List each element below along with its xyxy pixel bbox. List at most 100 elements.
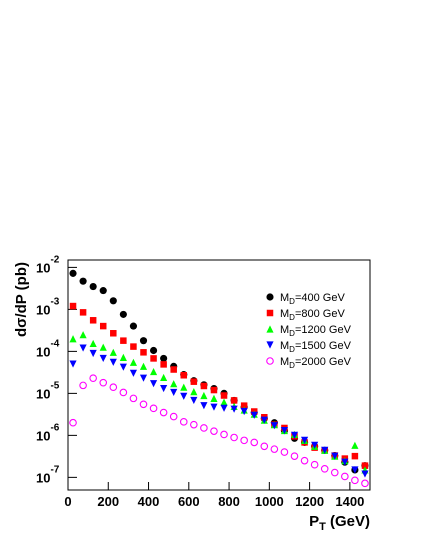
- data-point: [110, 330, 117, 337]
- data-point: [260, 416, 268, 424]
- data-point: [169, 412, 178, 421]
- data-point: [331, 452, 339, 460]
- x-tick-label: 1400: [335, 494, 364, 509]
- data-point: [220, 404, 228, 412]
- data-point: [250, 411, 258, 419]
- data-point: [250, 438, 259, 447]
- data-point: [351, 441, 359, 449]
- data-point: [159, 408, 168, 417]
- data-point: [109, 358, 117, 366]
- data-point: [129, 394, 138, 403]
- data-point: [210, 386, 218, 394]
- legend-label: MD=400 GeV: [280, 292, 345, 306]
- data-point: [280, 427, 289, 435]
- data-point: [361, 470, 369, 478]
- data-point: [69, 335, 77, 343]
- data-point: [240, 402, 248, 409]
- data-point: [99, 343, 107, 351]
- data-point: [240, 436, 248, 445]
- plot-frame: [67, 259, 371, 491]
- data-point: [260, 442, 269, 451]
- y-tick-label: 10-4: [36, 338, 60, 359]
- data-point: [200, 402, 208, 410]
- data-point: [129, 369, 138, 377]
- legend-label: MD=2000 GeV: [280, 356, 352, 370]
- data-point: [129, 322, 138, 330]
- data-point: [311, 441, 319, 449]
- data-point: [69, 418, 77, 427]
- x-axis-title: PT (GeV): [309, 513, 370, 533]
- data-point: [119, 363, 127, 371]
- data-point: [300, 436, 309, 444]
- x-tick-label: 1000: [255, 494, 284, 509]
- x-tick-label: 800: [218, 494, 240, 509]
- data-point: [170, 366, 177, 373]
- data-point: [119, 388, 128, 397]
- data-point: [139, 400, 148, 409]
- x-tick-label: 600: [178, 494, 200, 509]
- data-point: [290, 431, 299, 439]
- data-point: [139, 337, 148, 345]
- data-point: [351, 476, 359, 485]
- y-tick-label: 10-7: [36, 464, 60, 485]
- data-point: [89, 317, 97, 324]
- data-point: [79, 309, 87, 316]
- data-point: [220, 430, 228, 439]
- legend-marker: [266, 341, 274, 349]
- data-point: [180, 392, 188, 400]
- data-point: [361, 462, 369, 469]
- data-point: [210, 427, 218, 435]
- y-tick-label: 10-5: [36, 380, 60, 401]
- data-point: [79, 381, 87, 390]
- data-point: [190, 420, 198, 429]
- data-point: [270, 422, 278, 430]
- data-point: [330, 468, 339, 477]
- data-point: [230, 405, 238, 413]
- data-point: [99, 378, 108, 387]
- data-point: [320, 464, 329, 473]
- legend-label: MD=800 GeV: [280, 308, 345, 322]
- data-point: [179, 418, 188, 426]
- data-point: [69, 360, 77, 368]
- y-axis-title: dσ/dP (pb): [13, 262, 30, 337]
- data-point: [190, 388, 198, 396]
- data-point: [99, 287, 107, 295]
- legend-marker: [266, 293, 274, 301]
- data-point: [89, 339, 97, 347]
- data-point: [149, 404, 158, 413]
- legend-marker: [266, 357, 274, 365]
- data-point: [119, 310, 127, 318]
- data-point: [240, 407, 248, 416]
- data-point: [190, 378, 198, 385]
- data-point: [290, 452, 299, 460]
- data-point: [160, 361, 167, 368]
- legend-label: MD=1500 GeV: [280, 340, 352, 354]
- data-point: [300, 456, 309, 465]
- data-point: [109, 383, 118, 392]
- data-point: [361, 479, 369, 488]
- data-point: [210, 403, 218, 411]
- data-point: [99, 354, 107, 362]
- data-point: [270, 445, 279, 453]
- data-point: [139, 374, 148, 382]
- data-point: [230, 433, 238, 442]
- x-tick-label: 1200: [295, 494, 324, 509]
- y-tick-label: 10-2: [36, 254, 60, 275]
- data-point: [200, 382, 208, 390]
- data-point: [200, 391, 208, 400]
- data-point: [129, 358, 138, 366]
- data-point: [109, 348, 117, 356]
- data-point: [341, 458, 349, 466]
- data-point: [210, 394, 218, 402]
- data-point: [79, 277, 87, 285]
- data-point: [170, 388, 178, 397]
- data-point: [310, 460, 319, 469]
- data-point: [149, 368, 158, 376]
- x-tick-label: 200: [97, 494, 119, 509]
- data-point: [119, 353, 127, 361]
- y-tick-label: 10-3: [36, 296, 60, 317]
- data-point: [130, 343, 137, 350]
- data-point: [160, 373, 168, 381]
